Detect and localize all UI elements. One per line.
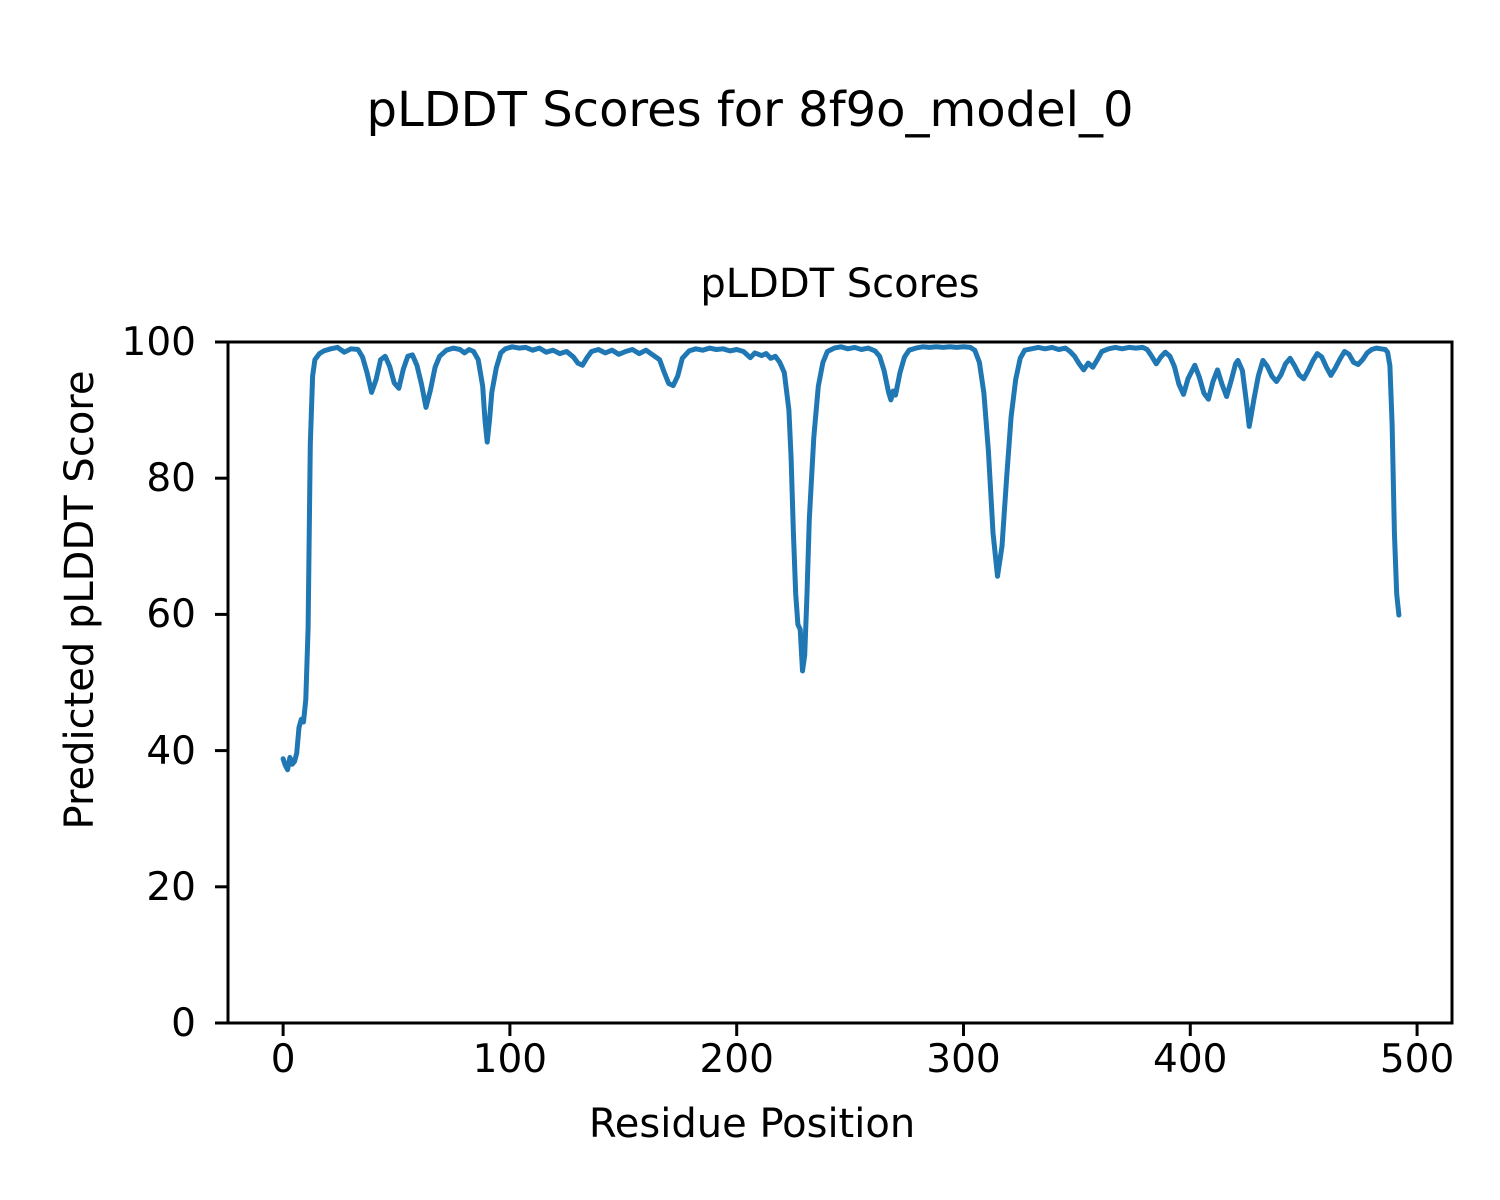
x-tick-label: 300 bbox=[926, 1037, 1001, 1082]
x-tick-label: 200 bbox=[699, 1037, 774, 1082]
y-tick-label: 80 bbox=[146, 456, 196, 502]
y-tick-label: 100 bbox=[121, 320, 196, 365]
y-tick-label: 40 bbox=[146, 728, 196, 774]
figure-title: pLDDT Scores for 8f9o_model_0 bbox=[366, 82, 1134, 138]
x-tick-label: 400 bbox=[1153, 1037, 1228, 1082]
y-tick-label: 60 bbox=[146, 592, 196, 638]
plot-frame bbox=[226, 340, 1454, 1025]
axes-title: pLDDT Scores bbox=[700, 261, 980, 307]
x-tick-label: 500 bbox=[1379, 1037, 1455, 1082]
plddt-line bbox=[280, 344, 1402, 773]
plot-area bbox=[215, 340, 1454, 1036]
x-axis-label: Residue Position bbox=[588, 1101, 916, 1147]
x-tick-label: 0 bbox=[270, 1037, 296, 1082]
axis-tick-marks bbox=[215, 340, 1419, 1036]
x-tick-label: 100 bbox=[472, 1037, 548, 1082]
y-tick-label: 0 bbox=[171, 1001, 196, 1046]
y-tick-label: 20 bbox=[146, 864, 196, 910]
